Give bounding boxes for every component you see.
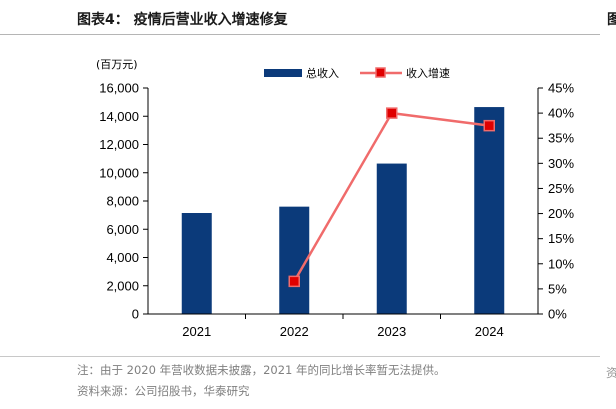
line-series-revenue-growth <box>288 107 495 288</box>
growth-point-2024 <box>483 119 495 132</box>
chart-legend: 总收入 收入增速 <box>264 66 450 80</box>
right-tick-label: 15% <box>548 231 574 246</box>
adjacent-column-note-fragment: 资 <box>606 366 616 380</box>
left-axis-unit-label: (百万元) <box>96 58 138 71</box>
left-tick-label: 10,000 <box>99 165 139 180</box>
left-tick-label: 8,000 <box>106 194 139 209</box>
bar-2023 <box>376 163 407 314</box>
chart-axes: 0 2,000 4,000 6,000 8,000 10,000 12,000 14,000 1… <box>99 81 574 340</box>
left-tick-label: 16,000 <box>99 81 139 96</box>
x-tick-label: 2024 <box>475 324 504 339</box>
growth-point-2022 <box>288 275 300 288</box>
bar-series-total-revenue <box>181 107 505 314</box>
revenue-growth-chart: (百万元) 0 2,000 4,000 6,000 8,000 10,000 12,000 1… <box>96 58 574 340</box>
figure-source: 资料来源：公司招股书，华泰研究 <box>77 384 250 398</box>
left-tick-label: 14,000 <box>99 109 139 124</box>
legend-label-bar: 总收入 <box>306 66 339 80</box>
figure-note: 注：由于 2020 年营收数据未披露，2021 年的同比增长率暂无法提供。 <box>77 363 446 377</box>
bar-2022 <box>279 206 310 314</box>
left-tick-label: 2,000 <box>106 278 139 293</box>
bar-2021 <box>181 213 212 314</box>
right-tick-label: 45% <box>548 81 574 96</box>
legend-swatch-bar <box>264 69 302 77</box>
growth-point-2023 <box>386 107 398 119</box>
right-tick-label: 0% <box>548 307 567 322</box>
left-tick-label: 12,000 <box>99 137 139 152</box>
figure-title: 图表4： 疫情后营业收入增速修复 <box>77 12 288 28</box>
bar-2024 <box>474 107 505 314</box>
left-tick-label: 6,000 <box>106 222 139 237</box>
right-tick-label: 30% <box>548 156 574 171</box>
left-tick-label: 0 <box>132 307 139 322</box>
left-tick-label: 4,000 <box>106 250 139 265</box>
x-tick-label: 2022 <box>280 324 309 339</box>
figure-title-row: 图表4： 疫情后营业收入增速修复 <box>0 0 600 35</box>
right-tick-label: 5% <box>548 281 567 296</box>
right-tick-label: 35% <box>548 131 574 146</box>
x-tick-label: 2021 <box>182 324 211 339</box>
adjacent-column-title-fragment: 图 <box>607 12 616 28</box>
legend-swatch-marker <box>375 67 386 78</box>
legend-label-line: 收入增速 <box>406 66 450 80</box>
right-tick-label: 10% <box>548 256 574 271</box>
right-tick-label: 25% <box>548 181 574 196</box>
adjacent-column-edge <box>600 0 616 409</box>
bottom-divider <box>0 356 600 357</box>
x-tick-label: 2023 <box>377 324 406 339</box>
right-tick-label: 20% <box>548 206 574 221</box>
right-tick-label: 40% <box>548 106 574 121</box>
